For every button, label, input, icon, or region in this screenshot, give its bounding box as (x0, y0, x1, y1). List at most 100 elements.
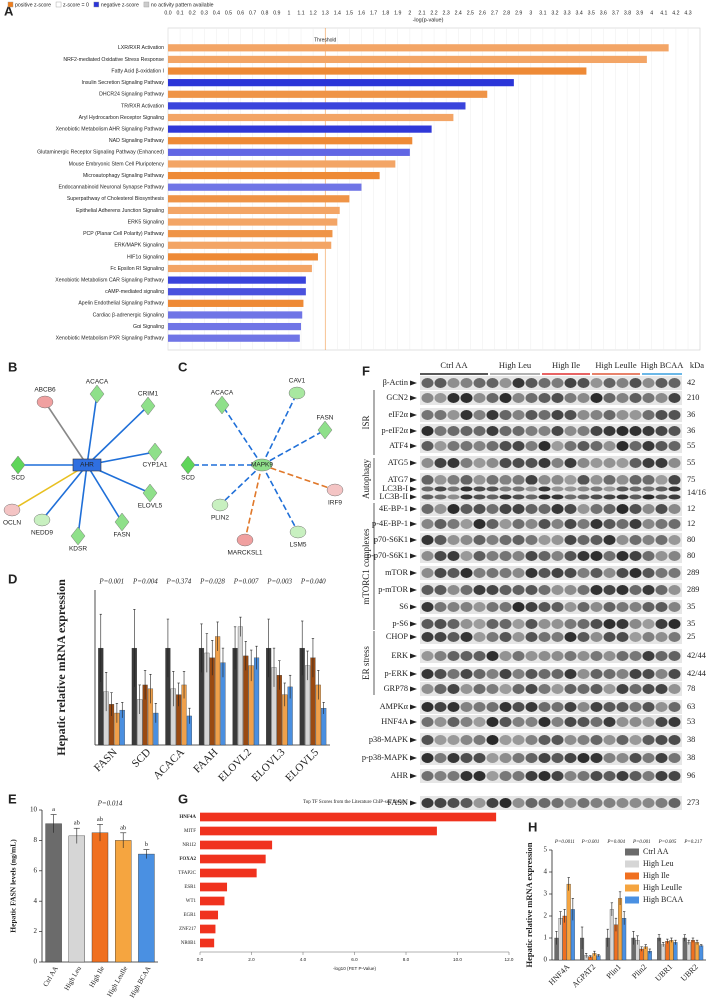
error-bar (567, 877, 570, 891)
x-tick-label: 0.0 (164, 10, 171, 16)
y-tick-label: 4 (544, 868, 548, 876)
error-bar (606, 928, 609, 947)
p-value: P=0.003 (266, 578, 292, 586)
band (577, 519, 590, 529)
band (538, 551, 551, 561)
error-bar (272, 647, 276, 687)
band (473, 494, 486, 500)
error-bar (97, 824, 103, 842)
group-label: High LeuIle (595, 360, 637, 370)
band (668, 441, 681, 451)
band (590, 475, 603, 485)
x-tick-label: 4.1 (660, 10, 667, 16)
error-bar (674, 939, 677, 945)
band (486, 535, 499, 545)
x-tick-label: 2.3 (443, 10, 450, 16)
band (538, 651, 551, 661)
band (447, 378, 460, 388)
legend-label: High BCAA (643, 895, 683, 904)
band (486, 393, 499, 403)
band (499, 753, 512, 763)
x-tick-label: 2.6 (479, 10, 486, 16)
band (538, 753, 551, 763)
band (460, 702, 473, 712)
band (512, 753, 525, 763)
section-label: mTORC1 complexes (361, 528, 371, 605)
edge (261, 464, 336, 491)
y-tick-label: 0 (34, 958, 38, 966)
error-bar (115, 703, 119, 723)
node-label: OCLN (3, 520, 21, 527)
band (486, 619, 499, 629)
band (668, 568, 681, 578)
band (590, 602, 603, 612)
legend-swatch (625, 872, 639, 880)
band (577, 568, 590, 578)
blot-strip (420, 617, 682, 631)
band (525, 410, 538, 420)
band (525, 735, 538, 745)
bar (168, 183, 362, 191)
bar (168, 264, 312, 273)
band (460, 568, 473, 578)
band (499, 568, 512, 578)
blot-strip (420, 473, 682, 487)
band (629, 426, 642, 436)
band (629, 378, 642, 388)
band (642, 717, 655, 727)
bar (138, 853, 155, 963)
legend-label: negative z-score (101, 2, 139, 8)
row-label: p38-MAPK (369, 735, 408, 744)
error-bar (648, 948, 652, 954)
band (642, 669, 655, 679)
band (590, 669, 603, 679)
significance-letter: a (52, 806, 55, 813)
band (512, 651, 525, 661)
band (668, 619, 681, 629)
y-tick-label: 10 (30, 806, 38, 814)
band (447, 684, 460, 694)
bar (168, 288, 306, 296)
y-axis-label: Hepatic relative mRNA expression (524, 842, 534, 967)
category-label: ESR1 (184, 885, 196, 890)
band (512, 494, 525, 500)
node (236, 533, 254, 547)
row-label: AHR (390, 771, 408, 780)
node (147, 442, 163, 462)
legend-label: Ctrl AA (643, 847, 669, 856)
row-arrow (410, 719, 417, 725)
band (538, 585, 551, 595)
band (538, 475, 551, 485)
error-bar (50, 814, 57, 833)
band (668, 798, 681, 808)
node (36, 395, 54, 409)
band (486, 632, 499, 642)
band (499, 717, 512, 727)
error-bar (661, 942, 665, 947)
band (525, 441, 538, 451)
band (551, 441, 564, 451)
band (499, 585, 512, 595)
threshold-label: Threshold (314, 37, 336, 43)
band (655, 410, 668, 420)
band (421, 535, 434, 545)
band (499, 535, 512, 545)
node-label: SCD (181, 475, 195, 482)
band (551, 410, 564, 420)
x-tick-label: 0.7 (249, 10, 256, 16)
error-bar (683, 934, 686, 942)
p-value: P=0.001 (98, 578, 124, 586)
band (616, 651, 629, 661)
kda-label: 42/44 (687, 669, 707, 678)
node (114, 512, 130, 532)
bar (168, 241, 332, 249)
error-bar (695, 939, 699, 945)
band (447, 475, 460, 485)
band (460, 458, 473, 468)
band (512, 551, 525, 561)
band (629, 494, 642, 500)
band (499, 486, 512, 492)
band (525, 535, 538, 545)
node-label: FASN (317, 415, 334, 422)
error-bar (589, 955, 592, 958)
